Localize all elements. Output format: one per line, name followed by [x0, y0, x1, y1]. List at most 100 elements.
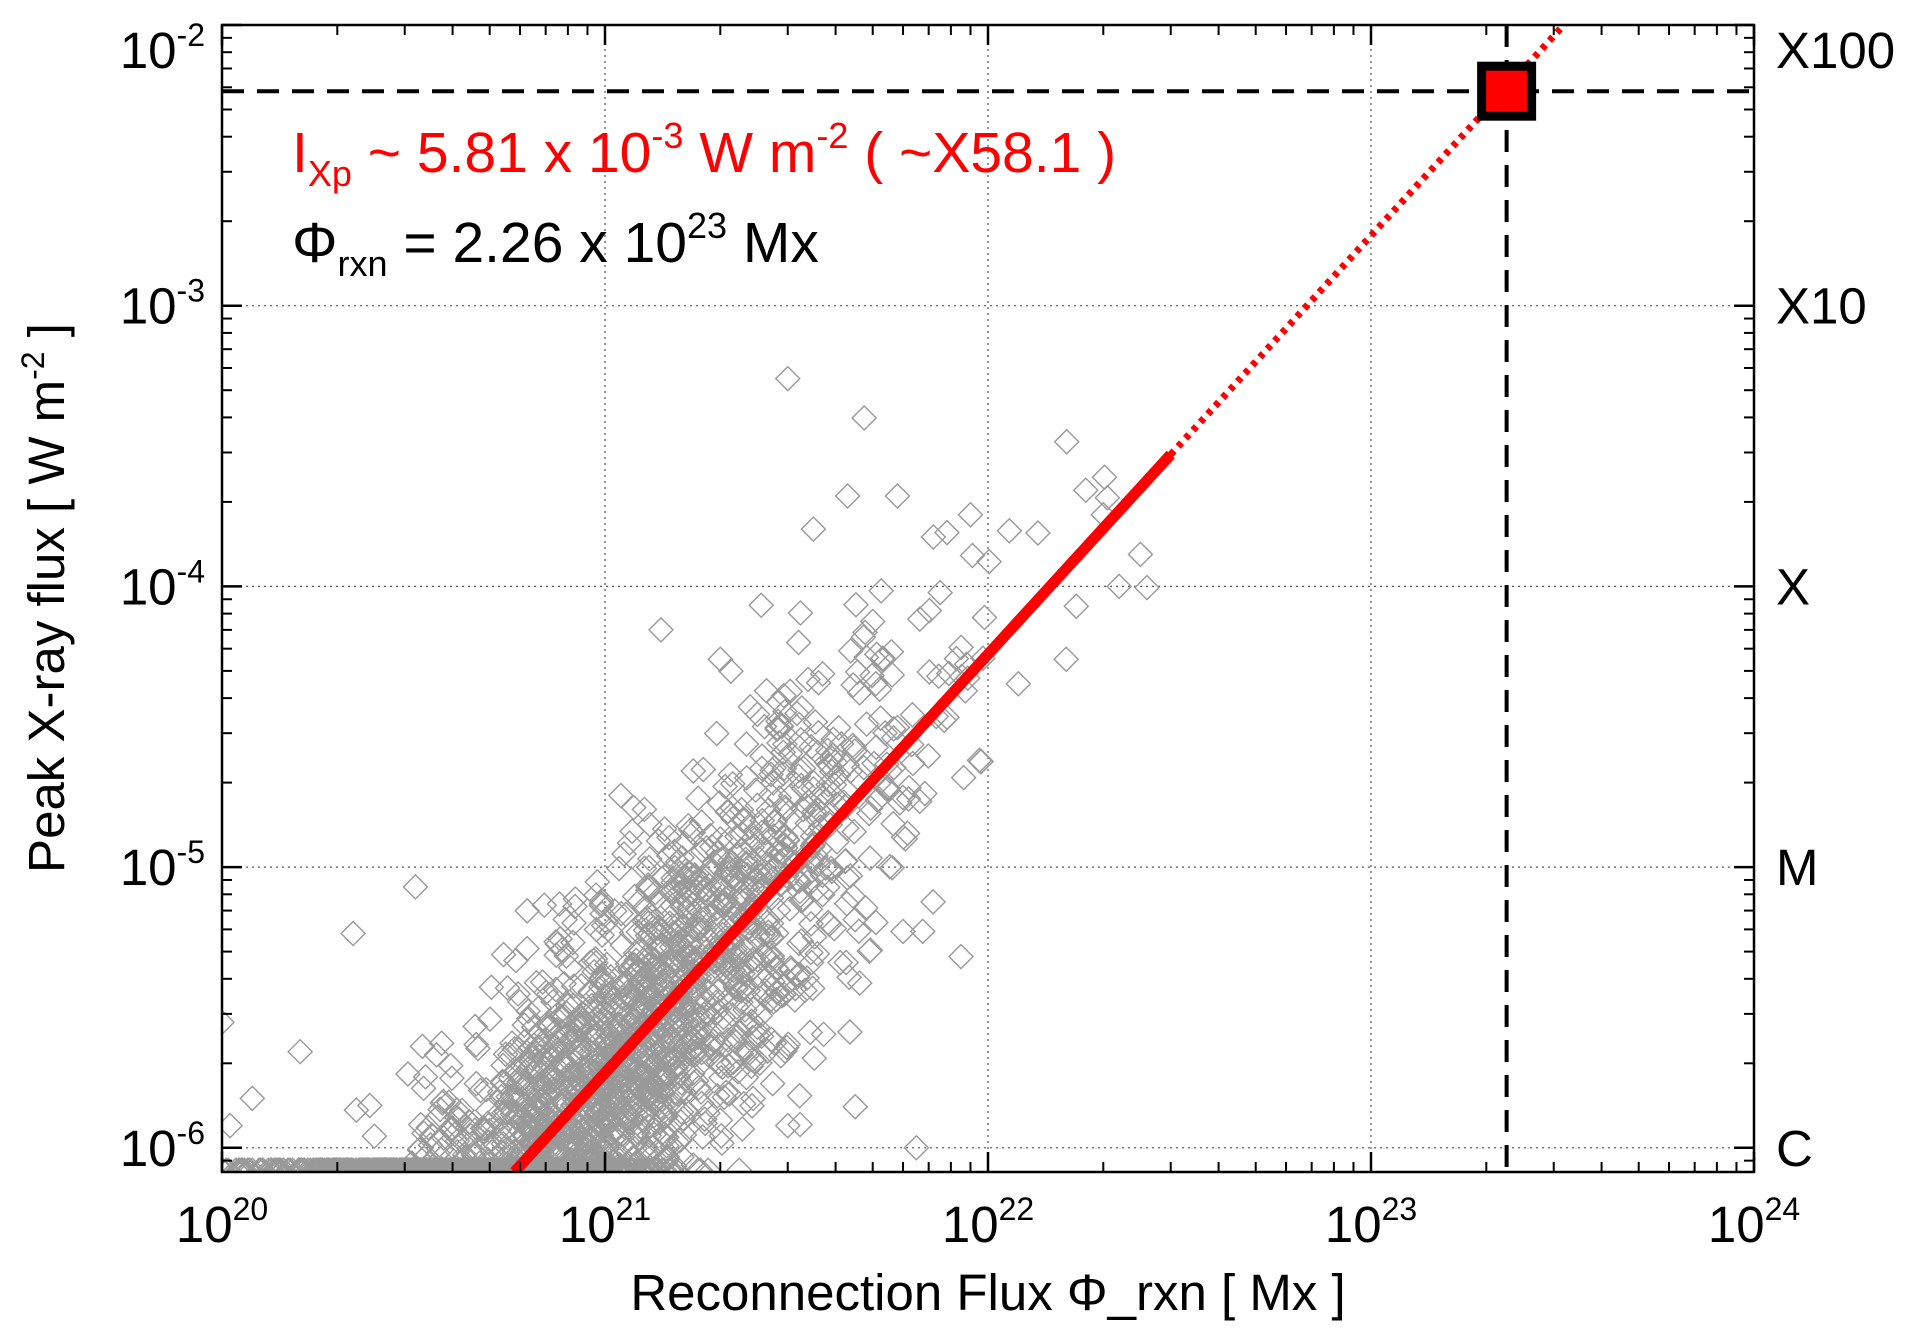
- scatter-point: [558, 1126, 585, 1153]
- scatter-point: [741, 1048, 768, 1075]
- scatter-point: [518, 1044, 545, 1071]
- x-tick-label-base: 10: [559, 1196, 616, 1253]
- peak-flux-annotation: IXp ~ 5.81 x 10-3 W m-2 ( ~X58.1 ): [292, 115, 1116, 194]
- scatter-point: [510, 1104, 537, 1131]
- scatter-point: [867, 705, 894, 732]
- fit-line-group: [510, 25, 1569, 1172]
- scatter-point: [726, 1018, 753, 1045]
- scatter-point: [879, 661, 906, 688]
- scatter-point: [833, 890, 860, 917]
- scatter-point: [505, 980, 532, 1007]
- y-axis-label-end: ]: [18, 323, 75, 351]
- scatter-point: [348, 1157, 375, 1172]
- scatter-point: [361, 1157, 388, 1172]
- x-tick-label: 1020: [176, 1191, 268, 1253]
- scatter-point: [786, 1082, 813, 1109]
- scatter-point: [744, 701, 771, 728]
- scatter-point: [825, 714, 852, 741]
- scatter-point: [490, 1052, 517, 1079]
- scatter-point: [911, 780, 938, 807]
- scatter-point: [853, 711, 880, 738]
- scatter-point: [713, 1079, 740, 1106]
- scatter-point: [717, 847, 744, 874]
- scatter-point: [852, 619, 879, 646]
- scatter-point: [542, 1076, 569, 1103]
- scatter-point: [859, 608, 886, 635]
- scatter-point: [407, 1157, 434, 1172]
- scatter-point: [463, 1031, 490, 1058]
- scatter-point: [689, 1123, 716, 1150]
- scatter-point: [751, 942, 778, 969]
- scatter-point: [704, 840, 731, 867]
- reconnection-flux-annotation: Φrxn = 2.26 x 1023 Mx: [292, 205, 819, 284]
- scatter-point: [868, 577, 895, 604]
- x-tick-label-base: 10: [176, 1196, 233, 1253]
- scatter-point: [601, 1095, 628, 1122]
- scatter-point: [499, 1098, 526, 1125]
- scatter-point: [606, 1124, 633, 1150]
- scatter-point: [842, 1093, 869, 1120]
- scatter-point: [285, 1157, 312, 1172]
- scatter-point: [774, 826, 801, 853]
- scatter-point: [526, 1048, 553, 1075]
- scatter-point: [840, 734, 867, 761]
- scatter-point: [656, 824, 683, 851]
- scatter-point: [641, 1070, 668, 1097]
- scatter-point: [710, 892, 737, 919]
- x-axis-label: Reconnection Flux Φ_rxn [ Mx ]: [630, 1264, 1345, 1321]
- scatter-point: [1072, 477, 1099, 504]
- scatter-point: [786, 757, 813, 784]
- scatter-point: [730, 882, 757, 909]
- scatter-point: [711, 1009, 738, 1036]
- scatter-point: [804, 940, 831, 967]
- scatter-point: [565, 1007, 592, 1034]
- y-tick-label: 10-4: [120, 553, 205, 615]
- scatter-point: [673, 1098, 700, 1124]
- scatter-point: [515, 1005, 542, 1032]
- scatter-point: [766, 730, 793, 756]
- scatter-point: [840, 882, 866, 909]
- scatter-point: [585, 1029, 612, 1055]
- scatter-point: [605, 1011, 632, 1038]
- scatter-point: [788, 772, 815, 799]
- scatter-point: [440, 1157, 467, 1172]
- scatter-point: [535, 1147, 562, 1172]
- scatter-point: [943, 645, 970, 672]
- scatter-point: [560, 992, 587, 1019]
- scatter-point: [360, 1157, 387, 1172]
- scatter-point: [531, 892, 558, 919]
- scatter-point: [735, 977, 762, 1004]
- scatter-point: [629, 1107, 656, 1134]
- scatter-point: [760, 769, 787, 796]
- scatter-point: [588, 1122, 615, 1149]
- scatter-point: [632, 917, 659, 944]
- scatter-point: [809, 862, 836, 889]
- scatter-point: [222, 1009, 235, 1036]
- scatter-point: [853, 644, 880, 671]
- scatter-point: [551, 970, 578, 997]
- y-tick-label: 10-5: [120, 834, 205, 896]
- scatter-point: [434, 1157, 461, 1172]
- y-tick-label-exp: -2: [177, 17, 205, 53]
- goes-class-label: M: [1776, 839, 1818, 896]
- scatter-point: [873, 775, 900, 802]
- scatter-point: [638, 1077, 665, 1104]
- scatter-point: [588, 890, 615, 917]
- scatter-point: [428, 1030, 455, 1057]
- scatter-point: [720, 957, 747, 984]
- scatter-point: [751, 713, 778, 740]
- scatter-point: [933, 519, 960, 546]
- scatter-point: [927, 579, 954, 606]
- scatter-point: [846, 970, 873, 997]
- scatter-point: [361, 1123, 388, 1150]
- scatter-point: [521, 1032, 548, 1059]
- scatter-point: [506, 1036, 533, 1063]
- scatter-point: [239, 1085, 266, 1112]
- scatter-point: [668, 913, 695, 940]
- y-tick-label-base: 10: [120, 22, 177, 79]
- scatter-point: [684, 909, 711, 936]
- scatter-point: [596, 975, 623, 1002]
- scatter-point: [596, 1096, 623, 1123]
- scatter-point: [698, 833, 725, 860]
- scatter-point: [842, 591, 869, 618]
